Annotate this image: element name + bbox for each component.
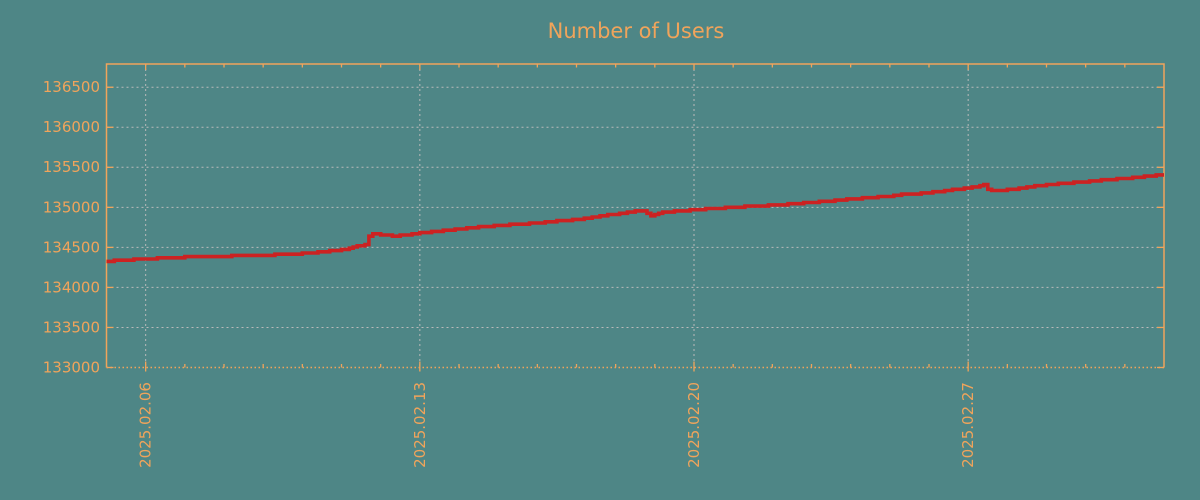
grid-lines [106, 64, 1164, 368]
y-tick-label-136000: 136000 [43, 118, 100, 136]
x-tick-label-2025-02-20: 2025.02.20 [685, 382, 703, 468]
chart-title: Number of Users [548, 19, 725, 43]
x-axis-tick-labels: 2025.02.06 2025.02.13 2025.02.20 2025.02… [137, 382, 978, 468]
y-axis-tick-labels: 133000 133500 134000 134500 135000 13550… [43, 78, 100, 376]
x-tick-label-2025-02-13: 2025.02.13 [411, 382, 429, 468]
plot-border [105, 63, 1165, 369]
axis-tick-marks [106, 64, 1164, 372]
border-top-left-right [105, 63, 1165, 368]
y-tick-label-133500: 133500 [43, 319, 100, 337]
x-tick-label-2025-02-27: 2025.02.27 [959, 382, 977, 468]
y-tick-label-135500: 135500 [43, 158, 100, 176]
y-tick-label-134000: 134000 [43, 278, 100, 296]
y-tick-label-134500: 134500 [43, 238, 100, 256]
y-tick-label-135000: 135000 [43, 198, 100, 216]
series-line-number-of-users [106, 173, 1164, 264]
series-group [106, 173, 1164, 264]
y-tick-label-136500: 136500 [43, 78, 100, 96]
x-tick-label-2025-02-06: 2025.02.06 [137, 382, 155, 468]
y-tick-label-133000: 133000 [43, 359, 100, 377]
